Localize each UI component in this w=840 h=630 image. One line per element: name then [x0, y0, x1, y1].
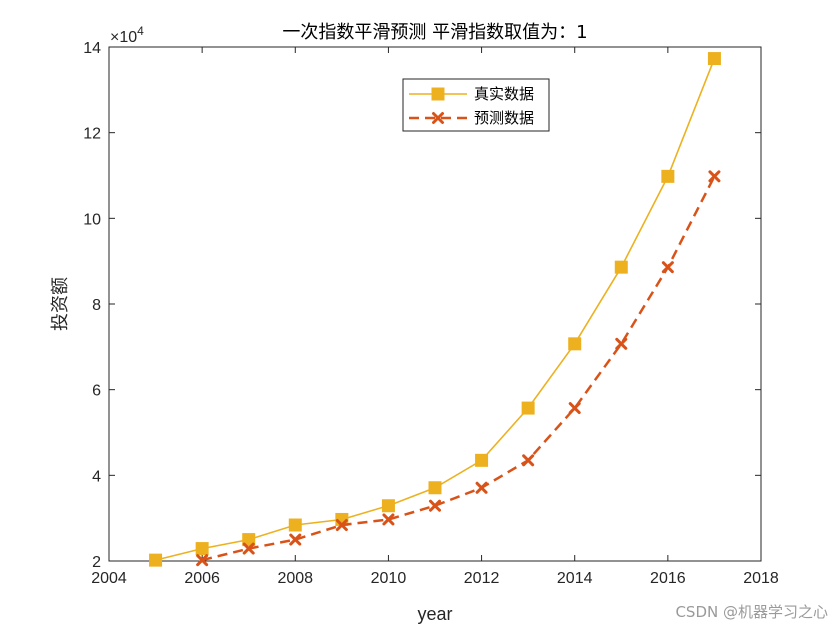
data-point: [568, 337, 582, 351]
y-tick-label: 8: [92, 297, 101, 314]
y-exponent-label: ×104: [110, 24, 144, 46]
x-tick-labels: 2004 2006 2008 2010 2012 2014 2016 2018: [91, 570, 779, 587]
data-point: [522, 454, 535, 467]
y-tick-label: 4: [92, 468, 101, 485]
data-point: [614, 260, 628, 274]
data-point: [335, 519, 348, 532]
series-2: [196, 170, 721, 567]
series-layer: [149, 52, 721, 567]
data-point: [615, 337, 628, 350]
data-point: [196, 554, 209, 567]
x-tick-label: 2004: [91, 570, 127, 587]
data-point: [707, 52, 721, 66]
legend-marker: [431, 87, 445, 101]
legend-box: [402, 78, 550, 132]
x-tick-label: 2006: [184, 570, 220, 587]
data-point: [568, 402, 581, 415]
y-tick-labels: 2 4 6 8 10 12 14: [83, 40, 101, 571]
legend-entry: 真实数据: [409, 85, 534, 103]
y-tick-label: 10: [83, 211, 101, 228]
series-1: [149, 52, 721, 567]
data-point: [289, 533, 302, 546]
watermark: CSDN @机器学习之心: [675, 603, 828, 621]
y-exponent-power: 4: [137, 24, 144, 38]
data-point: [661, 169, 675, 183]
y-tick-label: 2: [92, 554, 101, 571]
data-point: [381, 499, 395, 513]
x-tick-label: 2014: [557, 570, 593, 587]
data-point: [242, 533, 256, 547]
data-point: [242, 542, 255, 555]
legend-entry: 预测数据: [409, 109, 534, 127]
legend-marker: [432, 112, 444, 124]
plot-area: [108, 46, 762, 562]
series-line: [201, 175, 716, 562]
data-point: [708, 170, 721, 183]
data-point: [521, 401, 535, 415]
data-point: [288, 518, 302, 532]
chart-title: 一次指数平滑预测 平滑指数取值为：1: [282, 22, 587, 43]
data-point: [429, 499, 441, 512]
y-exponent-base: ×10: [110, 29, 137, 46]
y-tick-label: 6: [92, 383, 101, 400]
data-point: [475, 453, 489, 467]
x-tick-label: 2016: [650, 570, 686, 587]
y-axis-label: 投资额: [50, 277, 71, 331]
data-point: [475, 481, 488, 494]
data-point: [661, 261, 674, 274]
axis-ticks: [108, 46, 762, 562]
y-tick-label: 12: [83, 126, 101, 143]
x-tick-label: 2012: [464, 570, 500, 587]
x-tick-label: 2018: [743, 570, 779, 587]
data-point: [149, 553, 163, 567]
data-point: [382, 513, 395, 526]
y-tick-label: 14: [83, 40, 101, 57]
x-tick-label: 2010: [371, 570, 407, 587]
data-point: [428, 481, 442, 495]
x-tick-label: 2008: [277, 570, 313, 587]
x-axis-label: year: [417, 604, 452, 624]
legend-label: 真实数据: [474, 85, 534, 103]
data-point: [195, 542, 209, 556]
legend-label: 预测数据: [474, 109, 534, 127]
